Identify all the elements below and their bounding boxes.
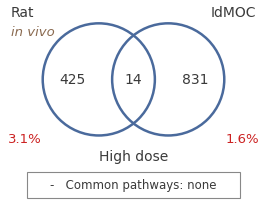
Text: 1.6%: 1.6%: [225, 132, 259, 145]
Text: 14: 14: [125, 73, 142, 87]
FancyBboxPatch shape: [27, 172, 240, 198]
Text: High dose: High dose: [99, 149, 168, 163]
Text: 425: 425: [59, 73, 85, 87]
Text: 831: 831: [182, 73, 208, 87]
Text: 3.1%: 3.1%: [8, 132, 42, 145]
Text: Rat: Rat: [11, 6, 34, 20]
Text: -   Common pathways: none: - Common pathways: none: [50, 179, 217, 191]
Text: in vivo: in vivo: [11, 26, 54, 39]
Text: IdMOC: IdMOC: [211, 6, 256, 20]
